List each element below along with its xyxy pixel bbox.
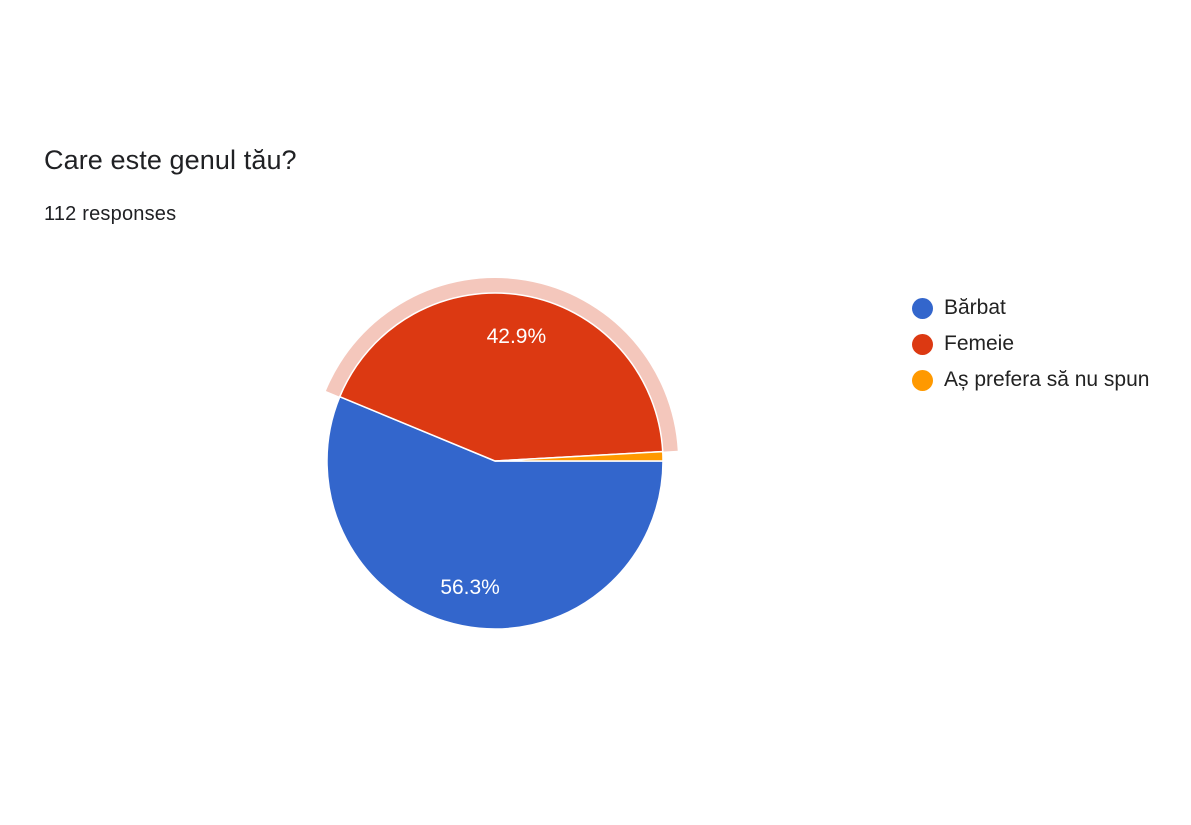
- slice-percent-label: 42.9%: [487, 325, 547, 348]
- pie-slice-3[interactable]: [494, 450, 664, 462]
- chart-legend: Bărbat Femeie Aș prefera să nu spun: [912, 290, 1149, 398]
- legend-swatch: [912, 369, 933, 391]
- legend-label: Bărbat: [944, 296, 1006, 319]
- legend-label: Aș prefera să nu spun: [944, 368, 1150, 391]
- pie-slice-2[interactable]: [338, 292, 664, 462]
- legend-item[interactable]: Aș prefera să nu spun: [912, 362, 1149, 398]
- legend-item[interactable]: Femeie: [912, 326, 1149, 362]
- slice-percent-label: 56.3%: [440, 576, 500, 599]
- response-count: 112 responses: [44, 203, 177, 225]
- pie-slice-1[interactable]: [326, 395, 664, 630]
- legend-swatch: [912, 297, 933, 319]
- legend-label: Femeie: [944, 332, 1015, 355]
- legend-swatch: [912, 333, 933, 355]
- question-title: Care este genul tău?: [44, 145, 297, 175]
- legend-item[interactable]: Bărbat: [912, 290, 1149, 326]
